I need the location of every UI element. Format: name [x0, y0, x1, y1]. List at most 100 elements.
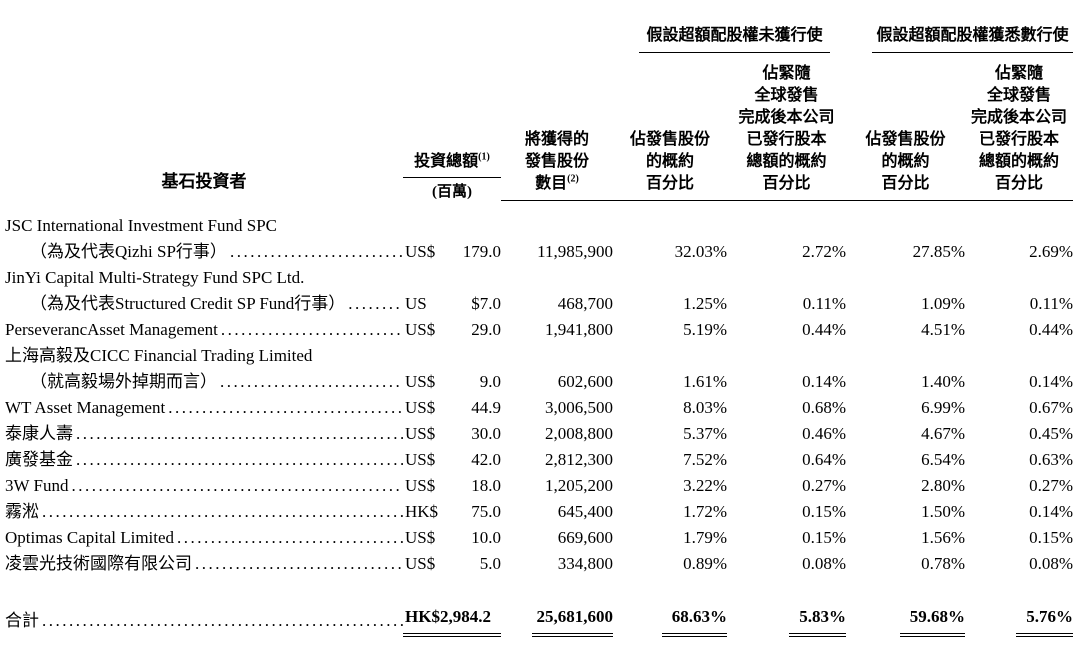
offer-shares: 645,400 [557, 502, 613, 521]
dot-leader [227, 239, 403, 265]
dot-leader [192, 551, 403, 577]
investment-amount: 5.0 [479, 554, 501, 573]
table-column-headers: 基石投資者 投資總額(1) (百萬) 將獲得的 發售股份 數目(2) 佔發售股份… [5, 63, 1073, 201]
header-group-full-exercise: 假設超額配股權獲悉數行使 [846, 26, 1073, 53]
table-row: 廣發基金 US$ 42.0 2,812,300 7.52% 0.64% 6.54%… [5, 447, 1073, 473]
pct-capital-full-exercise: 0.44% [1029, 320, 1073, 339]
pct-offer-full-exercise: 1.50% [921, 502, 965, 521]
table-header-groups: 假設超額配股權未獲行使 假設超額配股權獲悉數行使 [5, 26, 1073, 53]
currency: US$ [405, 450, 436, 469]
dot-leader [73, 447, 403, 473]
header-pct-capital-full-exercise: 佔緊隨 全球發售 完成後本公司 已發行股本 總額的概約 百分比 [965, 63, 1073, 201]
pct-offer-full-exercise: 0.78% [921, 554, 965, 573]
pct-capital-full-exercise: 0.08% [1029, 554, 1073, 573]
table-row: WT Asset Management US$ 44.9 3,006,500 8.… [5, 395, 1073, 421]
pct-capital-no-exercise: 0.27% [802, 476, 846, 495]
header-pct-capital-no-exercise: 佔緊隨 全球發售 完成後本公司 已發行股本 總額的概約 百分比 [727, 63, 846, 201]
pct-offer-no-exercise: 3.22% [683, 476, 727, 495]
pct-capital-no-exercise: 0.44% [802, 320, 846, 339]
investor-name: 霧淞 [5, 502, 39, 521]
pct-capital-no-exercise: 0.68% [802, 398, 846, 417]
pct-capital-full-exercise: 2.69% [1029, 242, 1073, 261]
pct-capital-no-exercise: 0.11% [802, 294, 846, 313]
pct-offer-no-exercise: 32.03% [674, 242, 727, 261]
dot-leader [68, 473, 403, 499]
dot-leader [174, 525, 403, 551]
pct-offer-full-exercise: 4.51% [921, 320, 965, 339]
header-investor: 基石投資者 [161, 172, 247, 191]
currency: US$ [405, 554, 436, 573]
investor-name-detail: （為及代表Qizhi SP行事） [30, 242, 227, 261]
cornerstone-investors-table: 假設超額配股權未獲行使 假設超額配股權獲悉數行使 基石投資者 投資總額(1) (… [0, 0, 1080, 634]
footnote-1-marker: (1) [478, 151, 490, 163]
pct-offer-full-exercise: 6.99% [921, 398, 965, 417]
offer-shares: 2,008,800 [545, 424, 613, 443]
investment-amount: 18.0 [471, 476, 501, 495]
pct-offer-full-exercise: 1.40% [921, 372, 965, 391]
investor-name: 凌雲光技術國際有限公司 [5, 554, 192, 573]
pct-offer-no-exercise: 8.03% [683, 398, 727, 417]
offer-shares: 11,985,900 [537, 242, 613, 261]
pct-capital-full-exercise: 0.15% [1029, 528, 1073, 547]
total-pct-offer-full-exercise: 59.68% [899, 604, 966, 637]
pct-offer-no-exercise: 1.61% [683, 372, 727, 391]
currency: US$ [405, 242, 436, 261]
pct-offer-full-exercise: 27.85% [912, 242, 965, 261]
investment-amount: 10.0 [471, 528, 501, 547]
pct-offer-full-exercise: 1.56% [921, 528, 965, 547]
pct-capital-full-exercise: 0.14% [1029, 372, 1073, 391]
investment-amount: 9.0 [479, 372, 501, 391]
investor-name: JSC International Investment Fund SPC [5, 216, 277, 235]
pct-offer-no-exercise: 1.25% [683, 294, 727, 313]
pct-offer-no-exercise: 0.89% [683, 554, 727, 573]
total-label: 合計 [5, 611, 39, 630]
pct-offer-no-exercise: 1.79% [683, 528, 727, 547]
currency: US$ [405, 476, 436, 495]
investor-name: WT Asset Management [5, 398, 166, 417]
header-investment-unit: (百萬) [432, 184, 472, 200]
pct-offer-full-exercise: 1.09% [921, 294, 965, 313]
pct-offer-full-exercise: 2.80% [921, 476, 965, 495]
pct-offer-no-exercise: 1.72% [683, 502, 727, 521]
pct-capital-full-exercise: 0.63% [1029, 450, 1073, 469]
table-row: 上海高毅及CICC Financial Trading Limited （就高毅… [5, 343, 1073, 395]
investor-name: JinYi Capital Multi-Strategy Fund SPC Lt… [5, 268, 305, 287]
pct-capital-full-exercise: 0.14% [1029, 502, 1073, 521]
table-row: 泰康人壽 US$ 30.0 2,008,800 5.37% 0.46% 4.67%… [5, 421, 1073, 447]
dot-leader [39, 608, 403, 634]
pct-capital-full-exercise: 0.27% [1029, 476, 1073, 495]
investment-amount: $7.0 [471, 294, 501, 313]
dot-leader [345, 291, 403, 317]
pct-capital-no-exercise: 2.72% [802, 242, 846, 261]
table-row: JinYi Capital Multi-Strategy Fund SPC Lt… [5, 265, 1073, 317]
table-row: 凌雲光技術國際有限公司 US$ 5.0 334,800 0.89% 0.08% 0… [5, 551, 1073, 577]
table-row: PerseverancAsset Management US$ 29.0 1,94… [5, 317, 1073, 343]
dot-leader [39, 499, 403, 525]
header-investment: 投資總額(1) (百萬) [403, 151, 501, 201]
investment-amount: 30.0 [471, 424, 501, 443]
currency: US$ [405, 424, 436, 443]
investor-name: PerseverancAsset Management [5, 320, 218, 339]
currency: US$ [405, 528, 436, 547]
header-group-no-exercise: 假設超額配股權未獲行使 [613, 26, 846, 53]
currency: US$ [405, 398, 436, 417]
total-pct-offer-no-exercise: 68.63% [661, 604, 728, 637]
dot-leader [218, 317, 403, 343]
dot-leader [165, 395, 403, 421]
footnote-2-marker: (2) [567, 173, 579, 185]
total-offer-shares: 25,681,600 [531, 604, 613, 637]
pct-capital-full-exercise: 0.67% [1029, 398, 1073, 417]
currency: US [405, 294, 427, 313]
dot-leader [217, 369, 403, 395]
investor-name: 廣發基金 [5, 450, 73, 469]
offer-shares: 1,941,800 [545, 320, 613, 339]
investor-name-detail: （為及代表Structured Credit SP Fund行事） [30, 294, 346, 313]
total-pct-capital-no-exercise: 5.83% [789, 604, 846, 637]
pct-capital-full-exercise: 0.11% [1029, 294, 1073, 313]
header-spacer [5, 26, 613, 53]
header-pct-offer-full-exercise: 佔發售股份 的概約 百分比 [846, 129, 965, 201]
pct-capital-full-exercise: 0.45% [1029, 424, 1073, 443]
total-investment: HK$2,984.2 [403, 604, 501, 637]
offer-shares: 468,700 [557, 294, 613, 313]
pct-capital-no-exercise: 0.14% [802, 372, 846, 391]
